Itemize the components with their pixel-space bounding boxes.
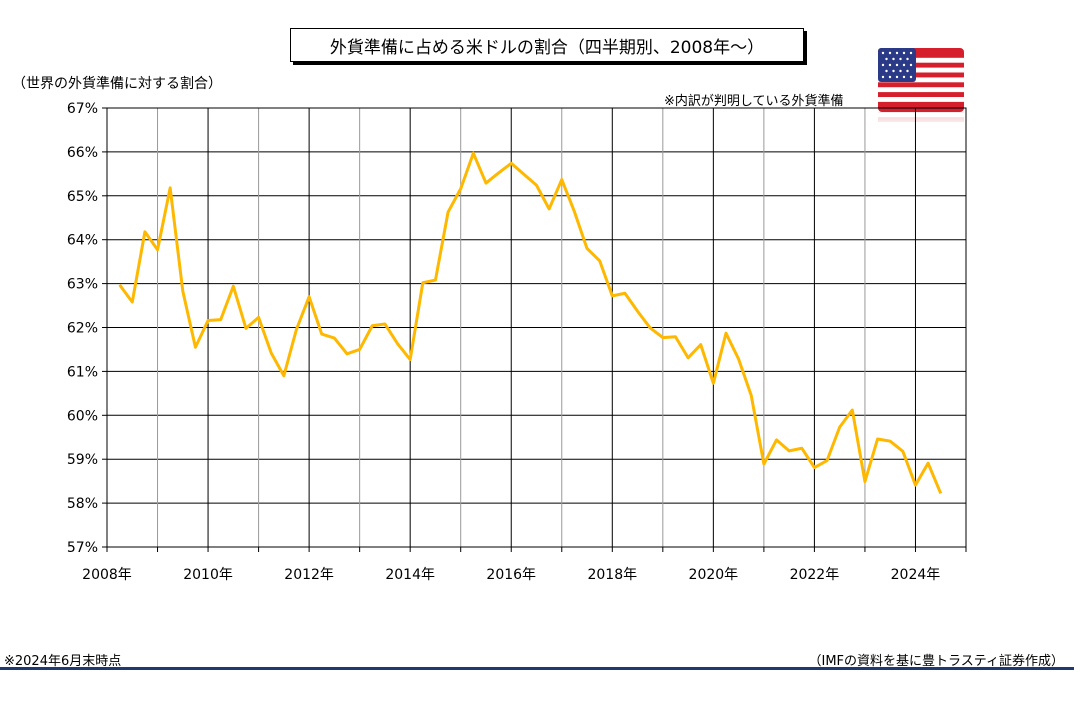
x-tick-label: 2008年 (82, 567, 132, 583)
series-line (118, 151, 943, 495)
x-tick-label: 2010年 (183, 567, 233, 583)
x-tick-label: 2024年 (891, 567, 941, 583)
y-tick-label: 66% (67, 145, 98, 161)
y-tick-label: 57% (67, 540, 98, 556)
y-tick-label: 63% (67, 277, 98, 293)
chart-title: 外貨準備に占める米ドルの割合（四半期別、2008年～） (290, 28, 804, 62)
y-tick-label: 62% (67, 321, 98, 337)
x-tick-label: 2014年 (385, 567, 435, 583)
x-tick-label: 2018年 (587, 567, 637, 583)
y-tick-label: 59% (67, 452, 98, 468)
y-tick-label: 58% (67, 496, 98, 512)
y-axis-note: （世界の外貨準備に対する割合） (12, 76, 222, 92)
us-flag-icon (878, 48, 964, 128)
y-tick-label: 61% (67, 364, 98, 380)
footer-source: （IMFの資料を基に豊トラスティ証券作成） (808, 654, 1065, 669)
x-tick-label: 2016年 (486, 567, 536, 583)
x-tick-label: 2020年 (689, 567, 739, 583)
y-tick-label: 60% (67, 408, 98, 424)
y-tick-label: 67% (67, 101, 98, 117)
x-tick-label: 2022年 (790, 567, 840, 583)
y-tick-label: 64% (67, 233, 98, 249)
grid (106, 107, 967, 548)
y-axis: 57% 58% 59% 60% 61% 62% 63% 64% 65% 66% 67% (67, 101, 107, 556)
x-tick-label: 2012年 (284, 567, 334, 583)
usd-share-line (118, 151, 943, 495)
reserve-note: ※内訳が判明している外貨準備 (664, 94, 844, 109)
footer-divider (0, 667, 1074, 670)
x-axis: 2008年 2010年 2012年 2014年 2016年 2018年 2020年 2022年… (82, 547, 967, 583)
footer-date-note: ※2024年6月末時点 (4, 654, 122, 669)
y-tick-label: 65% (67, 189, 98, 205)
